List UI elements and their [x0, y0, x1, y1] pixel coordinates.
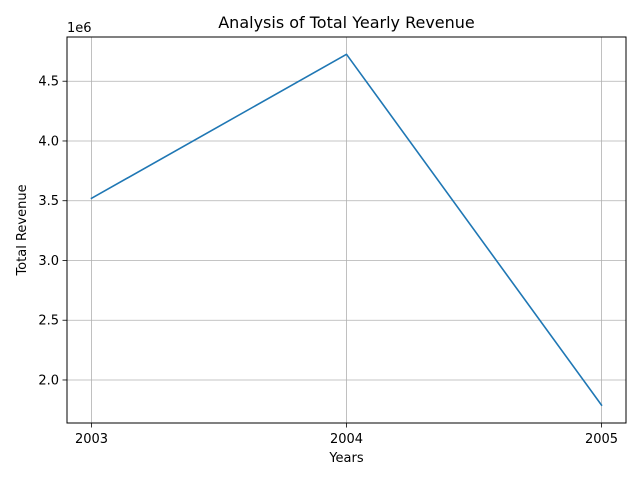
x-tick-label: 2004 — [330, 432, 363, 447]
y-axis-offset-label: 1e6 — [67, 21, 92, 36]
chart-title: Analysis of Total Yearly Revenue — [218, 13, 475, 32]
y-tick-label: 2.5 — [38, 314, 59, 329]
x-axis-label: Years — [328, 451, 364, 466]
y-tick-label: 4.5 — [38, 75, 59, 90]
y-axis: 2.0 2.5 3.0 3.5 4.0 4.5 — [38, 75, 67, 388]
series-layer — [90, 53, 603, 407]
x-tick-label: 2005 — [585, 432, 618, 447]
y-tick-label: 2.0 — [38, 373, 59, 388]
y-axis-label: Total Revenue — [15, 184, 30, 276]
y-tick-label: 3.0 — [38, 254, 59, 269]
x-tick-label: 2003 — [75, 432, 108, 447]
series-line — [90, 53, 603, 407]
grid-lines — [67, 37, 626, 423]
y-tick-label: 3.5 — [38, 194, 59, 209]
y-tick-label: 4.0 — [38, 134, 59, 149]
x-axis: 2003 2004 2005 — [75, 423, 618, 447]
